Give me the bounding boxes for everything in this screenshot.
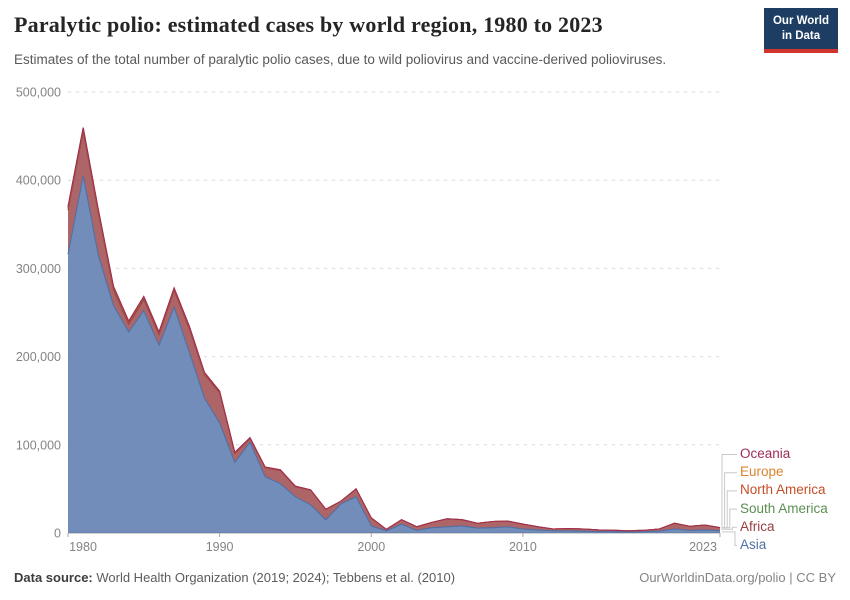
x-axis-label: 1980 [69, 540, 97, 554]
chart-subtitle: Estimates of the total number of paralyt… [14, 52, 667, 67]
x-axis-label: 2023 [689, 540, 717, 554]
line-oceania [67, 127, 721, 532]
owid-logo[interactable]: Our World in Data [763, 8, 838, 53]
x-axis-label: 1990 [206, 540, 234, 554]
data-source-text: World Health Organization (2019; 2024); … [92, 570, 456, 585]
chart-footer: Data source: World Health Organization (… [14, 570, 836, 585]
chart-legend: Oceania Europe North America South America A… [740, 445, 828, 554]
legend-item-asia[interactable]: Asia [740, 536, 767, 552]
y-axis-label: 100,000 [16, 438, 61, 452]
y-axis-label: 0 [54, 527, 61, 541]
legend-connector [721, 531, 737, 546]
owid-link[interactable]: OurWorldinData.org/polio | CC BY [639, 570, 836, 585]
y-axis-label: 300,000 [16, 262, 61, 276]
y-axis-label: 200,000 [16, 350, 61, 364]
x-axis-label: 2010 [509, 540, 537, 554]
y-axis-label: 500,000 [16, 86, 61, 100]
data-source: Data source: World Health Organization (… [14, 570, 455, 585]
legend-connector [721, 472, 737, 529]
legend-item-north-america[interactable]: North America [740, 482, 826, 498]
x-axis-label: 2000 [357, 540, 385, 554]
legend-connector [721, 526, 737, 530]
line-asia [67, 175, 721, 533]
owid-logo-line1: Our World [772, 15, 829, 27]
legend-item-europe[interactable]: Europe [740, 464, 784, 480]
owid-logo-line2: in Data [781, 29, 821, 42]
legend-item-africa[interactable]: Africa [740, 518, 775, 534]
area-asia[interactable] [68, 175, 720, 534]
legend-item-south-america[interactable]: South America [740, 500, 828, 516]
y-axis-label: 400,000 [16, 174, 61, 188]
legend-item-oceania[interactable]: Oceania [740, 446, 791, 461]
legend-connector [721, 508, 737, 529]
page-title: Paralytic polio: estimated cases by worl… [14, 12, 603, 37]
data-source-label: Data source: [14, 570, 93, 585]
